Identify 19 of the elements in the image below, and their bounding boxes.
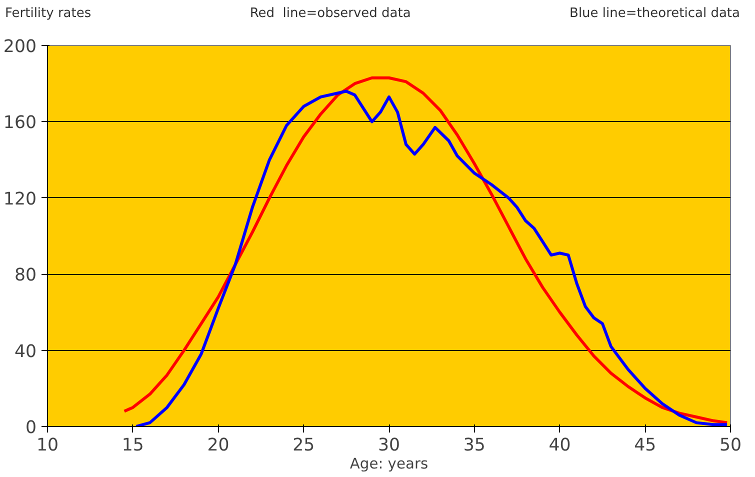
- x-axis-title: Age: years: [350, 456, 428, 472]
- y-tick-label: 40: [14, 342, 37, 362]
- chart-title: Fertility rates: [5, 5, 92, 23]
- x-tick-label: 20: [207, 436, 230, 456]
- y-tick-label: 160: [3, 113, 37, 134]
- text: Red line=observed data: [250, 5, 411, 23]
- y-tick-label: 0: [25, 418, 37, 438]
- y-tick-label: 200: [3, 37, 37, 57]
- x-tick-label: 25: [292, 436, 315, 456]
- x-tick-label: 15: [122, 436, 144, 456]
- x-tick-label: 10: [36, 436, 59, 456]
- x-tick-label: 45: [634, 436, 656, 456]
- x-tick-label: 30: [378, 436, 400, 456]
- y-tick-label: 120: [3, 189, 37, 210]
- x-tick-label: 50: [719, 436, 742, 456]
- y-tick-label: 80: [14, 266, 37, 286]
- x-tick-label: 35: [463, 436, 486, 456]
- text: Blue line=theoretical data: [570, 5, 740, 23]
- x-tick-label: 40: [548, 436, 571, 456]
